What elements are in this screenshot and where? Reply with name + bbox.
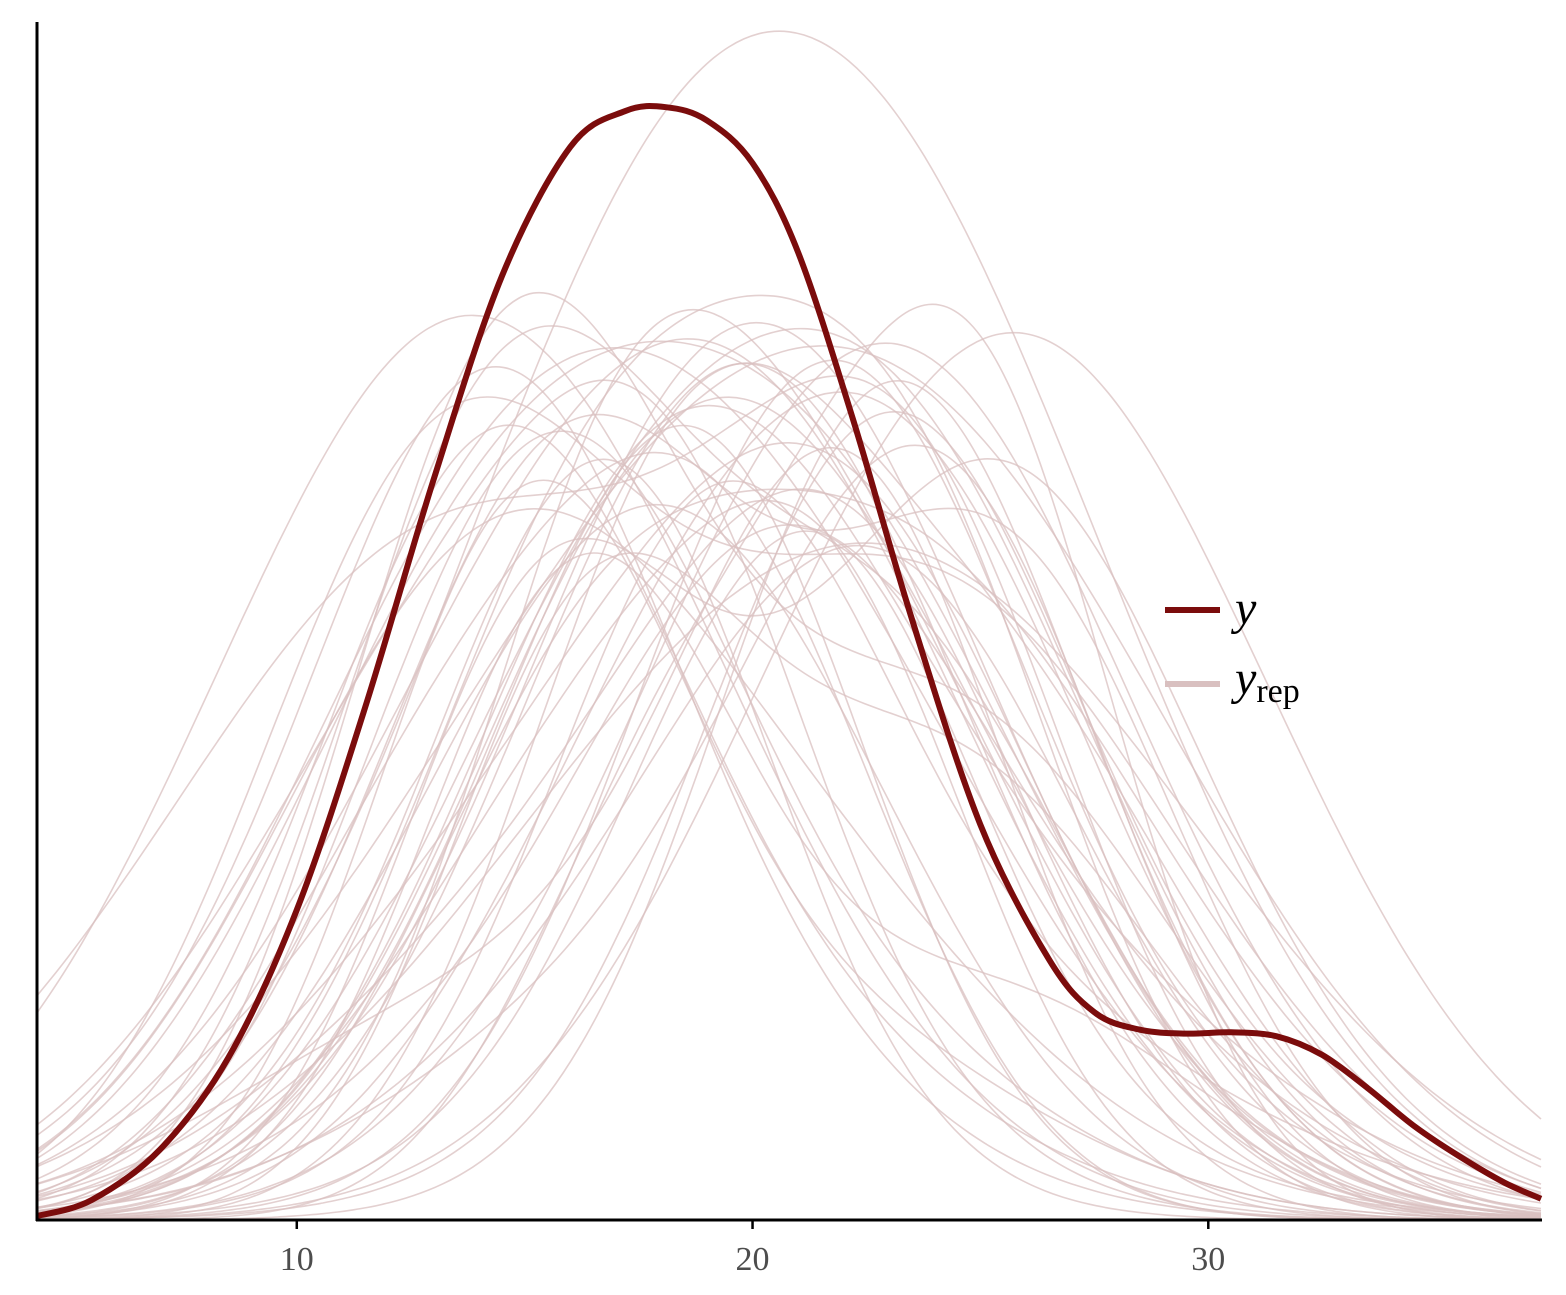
yrep-line [36, 458, 1542, 1220]
yrep-line [37, 380, 1542, 1221]
legend-label-yrep-main: y [1230, 652, 1257, 705]
yrep-line [36, 503, 1541, 1221]
yrep-line [36, 331, 1542, 1221]
yrep-line [36, 291, 1542, 1212]
yrep-line [36, 327, 1542, 1215]
yrep-line [36, 488, 1542, 1218]
yrep-line [36, 314, 1541, 1221]
y-line-group [36, 102, 1543, 1219]
x-tick-label: 10 [280, 1241, 314, 1278]
yrep-line [36, 30, 1542, 1193]
yrep-line [36, 325, 1542, 1218]
yrep-line [36, 542, 1542, 1201]
yrep-line [36, 396, 1542, 1189]
yrep-line [36, 544, 1542, 1217]
yrep-line [36, 362, 1542, 1220]
yrep-line [36, 430, 1542, 1220]
x-tick-label: 30 [1191, 1241, 1225, 1278]
legend-label-yrep: yrep [1230, 652, 1300, 710]
yrep-line [36, 441, 1542, 1218]
yrep-line [36, 308, 1542, 1219]
yrep-line [36, 362, 1542, 1221]
yrep-line [36, 552, 1542, 1221]
yrep-line [36, 379, 1541, 1221]
legend-label-yrep-subscript: rep [1256, 673, 1299, 710]
yrep-line [36, 396, 1542, 1217]
x-axis-ticks: 10 20 30 [280, 1220, 1225, 1278]
y-line [36, 102, 1543, 1219]
yrep-line [36, 340, 1542, 1218]
legend-label-y: y [1230, 582, 1257, 635]
yrep-line [36, 424, 1541, 1221]
yrep-line [36, 345, 1542, 1168]
yrep-line [36, 404, 1542, 1215]
yrep-line [36, 424, 1542, 1221]
yrep-line [36, 321, 1542, 1215]
yrep-line [36, 507, 1542, 1219]
yrep-line [36, 480, 1542, 1219]
x-tick-label: 20 [736, 1241, 770, 1278]
yrep-line [37, 303, 1542, 1221]
yrep-line [36, 499, 1541, 1221]
yrep-line [36, 375, 1542, 1220]
legend: y yrep [1165, 582, 1300, 710]
yrep-line [36, 338, 1542, 1219]
yrep-line [36, 359, 1542, 1221]
yrep-lines-group [36, 30, 1542, 1221]
